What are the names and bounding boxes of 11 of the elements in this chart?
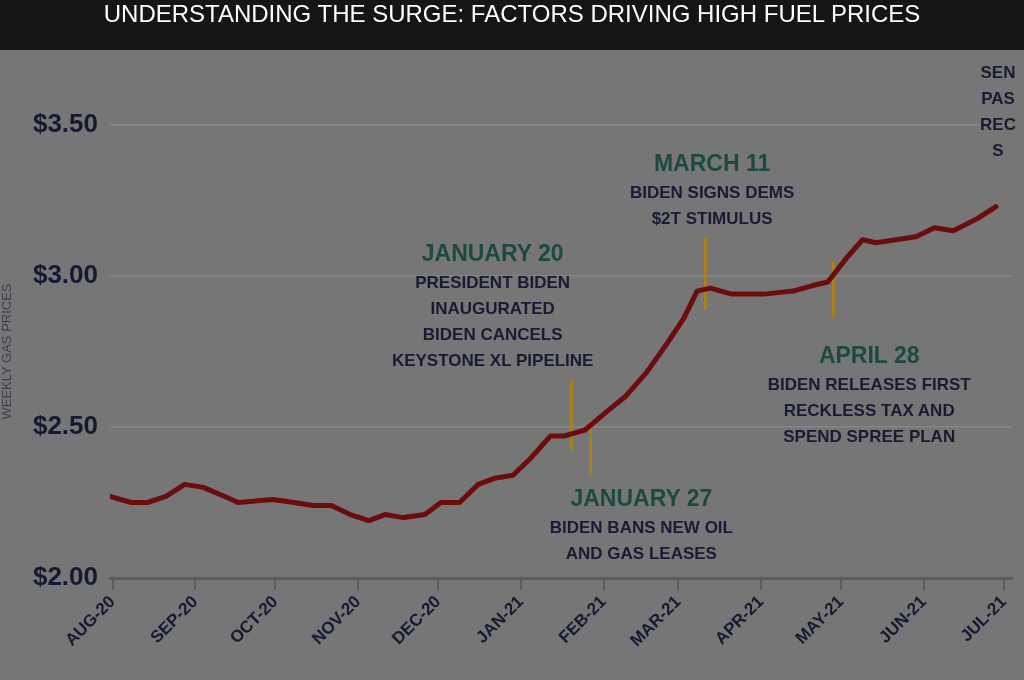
y-tick-label: $3.50	[32, 108, 98, 139]
annotation: APRIL 28 BIDEN RELEASES FIRST RECKLESS TAX AND SPEND SPREE PLAN	[767, 342, 972, 446]
annotation: SEN PAS REC S	[980, 62, 1016, 160]
chart-title: UNDERSTANDING THE SURGE: FACTORS DRIVING HIGH FUEL PRICES	[0, 0, 1024, 50]
annotation: MARCH 11 BIDEN SIGNS DEMS $2T STIMULUS	[629, 150, 795, 228]
y-axis-title: WEEKLY GAS PRICES	[0, 283, 15, 420]
annotation: JANUARY 27 BIDEN BANS NEW OIL AND GAS LEASES	[549, 485, 733, 563]
y-tick-label: $3.00	[32, 259, 98, 290]
y-tick-label: $2.00	[32, 561, 98, 592]
annotation: JANUARY 20 PRESIDENT BIDEN INAUGURATED BIDEN CANCELS KEYSTONE XL PIPELINE	[391, 240, 594, 370]
y-tick-label: $2.50	[32, 410, 98, 441]
